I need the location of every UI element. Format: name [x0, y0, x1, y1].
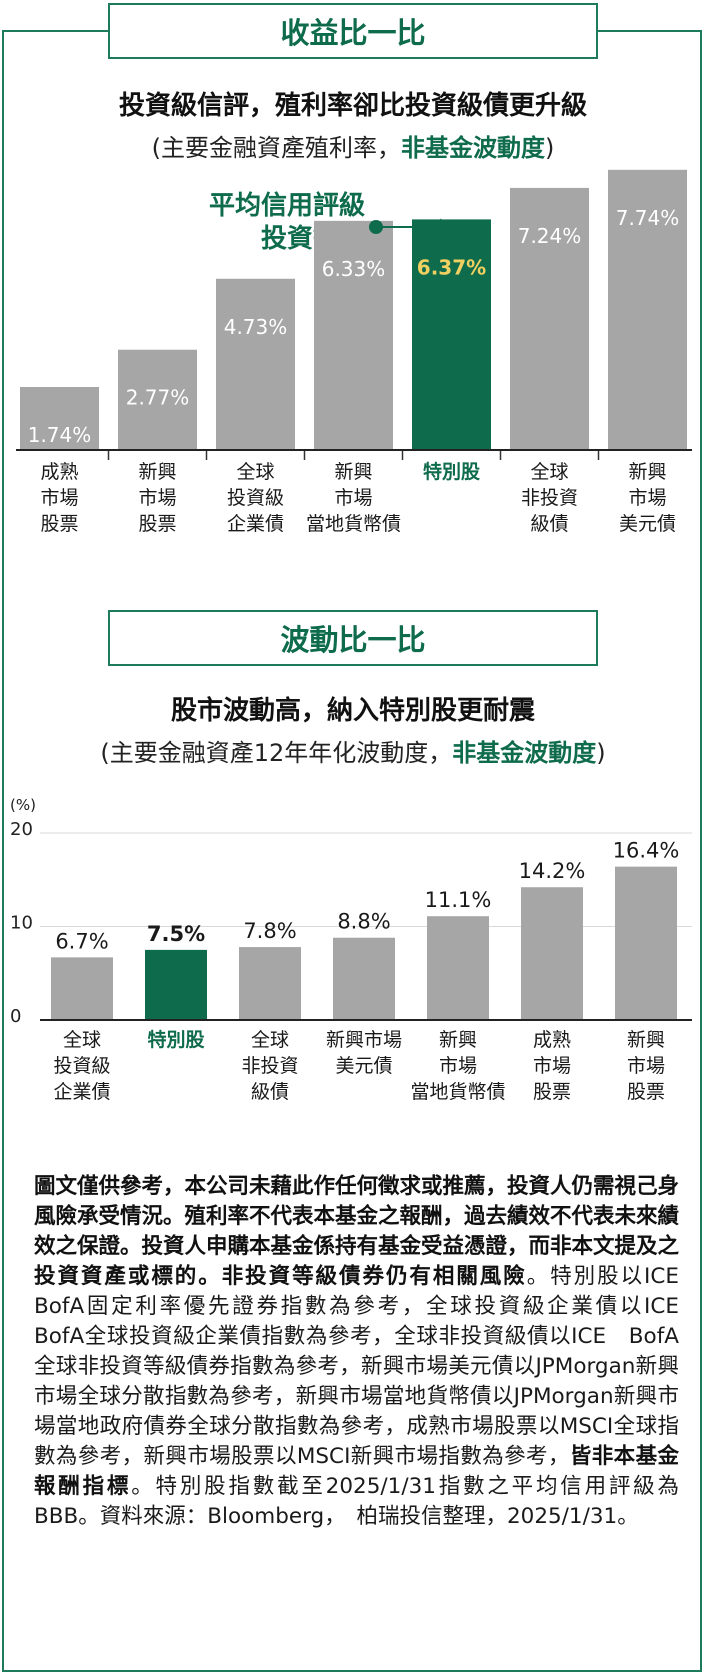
yield-value-label: 6.33%: [322, 257, 386, 281]
yield-category-label: 股票: [138, 513, 176, 535]
yield-bar: [412, 219, 491, 450]
yield-category-label: 市場: [628, 487, 666, 509]
yield-bar: [118, 349, 197, 450]
yield-value-label: 7.24%: [518, 224, 582, 248]
yield-value-label: 1.74%: [28, 423, 92, 447]
volatility-category-label: 股票: [627, 1081, 665, 1103]
volatility-category-label: 當地貨幣債: [410, 1081, 505, 1103]
volatility-value-label: 14.2%: [519, 859, 586, 883]
volatility-category-label: 新興: [627, 1029, 665, 1051]
section1-subline-prefix: (主要金融資產殖利率，: [151, 134, 401, 162]
yield-value-label: 2.77%: [126, 386, 190, 410]
yield-category-label: 美元債: [619, 513, 676, 535]
volatility-value-label: 16.4%: [613, 839, 680, 863]
volatility-value-label: 6.7%: [55, 929, 108, 953]
volatility-bar: [615, 866, 677, 1020]
yield-category-label: 企業債: [227, 513, 284, 535]
volatility-category-label: 級債: [251, 1081, 289, 1103]
yield-category-label: 非投資: [521, 487, 578, 509]
volatility-category-label: 全球: [63, 1029, 101, 1051]
yield-category-label: 投資級: [227, 487, 284, 509]
volatility-bar: [145, 949, 207, 1020]
volatility-bar: [427, 916, 489, 1020]
yield-category-label: 特別股: [423, 461, 480, 483]
disclaimer: 圖文僅供參考，本公司未藉此作任何徵求或推薦，投資人仍需視己身風險承受情況。殖利率…: [34, 1172, 701, 1532]
disclaimer-bold-1: 圖文僅供參考，本公司未藉此作任何徵求或推薦，投資人仍需視己身風險承受情況。殖利率…: [34, 1174, 680, 1289]
volatility-bar: [521, 887, 583, 1020]
callout-dot: [369, 220, 383, 234]
yield-bar-chart: 1.74% 成熟市場股票 2.77% 新興市場股票 4.73% 全球投資級企業債 6.33%…: [16, 169, 692, 535]
yield-value-label: 4.73%: [224, 315, 288, 339]
disclaimer-text-2: 。特別股指數截至2025/1/31指數之平均信用評級為BBB。資料來源：Bloo…: [34, 1474, 679, 1529]
volatility-category-label: 市場: [627, 1055, 665, 1077]
yield-bar: [314, 220, 393, 450]
yield-category-label: 全球: [530, 461, 568, 483]
volatility-category-label: 市場: [439, 1055, 477, 1077]
yield-category-label: 全球: [236, 461, 274, 483]
section2-subline-highlight: 非基金波動度: [452, 739, 597, 767]
yield-category-label: 市場: [138, 487, 176, 509]
volatility-category-label: 新興: [439, 1029, 477, 1051]
y-tick-label: 20: [10, 819, 33, 840]
yield-category-label: 新興: [138, 461, 176, 483]
section1-subline-highlight: 非基金波動度: [401, 134, 545, 162]
callout-leader-line: [376, 218, 443, 228]
section2-headline: 股市波動高，納入特別股更耐震: [170, 696, 535, 726]
volatility-bar: [333, 937, 395, 1020]
section1-header-text: 收益比一比: [280, 16, 426, 50]
volatility-category-label: 全球: [251, 1029, 289, 1051]
yield-category-label: 股票: [40, 513, 78, 535]
y-unit-label: (%): [10, 796, 36, 814]
section2-header-text: 波動比一比: [280, 623, 426, 657]
volatility-category-label: 特別股: [147, 1029, 204, 1051]
volatility-category-label: 企業債: [53, 1081, 110, 1103]
callout-line1: 平均信用評級: [208, 191, 365, 221]
volatility-category-label: 新興市場: [326, 1029, 402, 1051]
volatility-category-label: 美元債: [335, 1055, 392, 1077]
volatility-category-label: 成熟: [533, 1029, 571, 1051]
section1-header: 收益比一比: [108, 3, 598, 59]
yield-category-label: 當地貨幣債: [306, 513, 401, 535]
section2-subline-suffix: ): [596, 739, 606, 767]
section1-subline-suffix: ): [545, 134, 555, 162]
volatility-category-label: 股票: [533, 1081, 571, 1103]
disclaimer-text-1: 。特別股以ICE BofA固定利率優先證券指數為參考，全球投資級企業債以ICE …: [34, 1264, 701, 1469]
volatility-value-label: 7.8%: [243, 919, 296, 943]
section2-subline-prefix: (主要金融資產12年年化波動度，: [100, 739, 453, 767]
yield-category-label: 市場: [40, 487, 78, 509]
volatility-category-label: 非投資: [241, 1055, 298, 1077]
yield-category-label: 市場: [334, 487, 372, 509]
yield-bar: [608, 169, 687, 450]
disclaimer-bold-2: 皆非本基金報酬指標: [34, 1444, 679, 1499]
yield-value-label: 7.74%: [616, 206, 680, 230]
section1-headline: 投資級信評，殖利率卻比投資級債更升級: [118, 91, 587, 121]
volatility-value-label: 8.8%: [337, 910, 390, 934]
volatility-category-label: 投資級: [53, 1055, 110, 1077]
section2-header: 波動比一比: [108, 610, 598, 666]
yield-category-label: 成熟: [40, 461, 78, 483]
yield-category-label: 級債: [530, 513, 568, 535]
yield-value-label: 6.37%: [417, 255, 486, 279]
volatility-value-label: 7.5%: [147, 922, 205, 946]
volatility-bar: [51, 957, 113, 1020]
volatility-bar: [239, 947, 301, 1020]
yield-bar: [20, 387, 99, 450]
yield-bar: [510, 187, 589, 451]
y-tick-label: 0: [10, 1006, 21, 1027]
section2-subline: (主要金融資產12年年化波動度，非基金波動度): [0, 733, 706, 768]
volatility-bar-chart: (%) 0 10 20 6.7% 全球投資級企業債 7.5% 特別股 7.8% 全球非投資級債 8.…: [10, 796, 692, 1103]
yield-category-label: 新興: [334, 461, 372, 483]
volatility-category-label: 市場: [533, 1055, 571, 1077]
yield-bar: [216, 278, 295, 450]
volatility-value-label: 11.1%: [425, 888, 492, 912]
yield-category-label: 新興: [628, 461, 666, 483]
y-tick-label: 10: [10, 913, 33, 934]
section1-subline: (主要金融資產殖利率，非基金波動度): [0, 128, 706, 163]
